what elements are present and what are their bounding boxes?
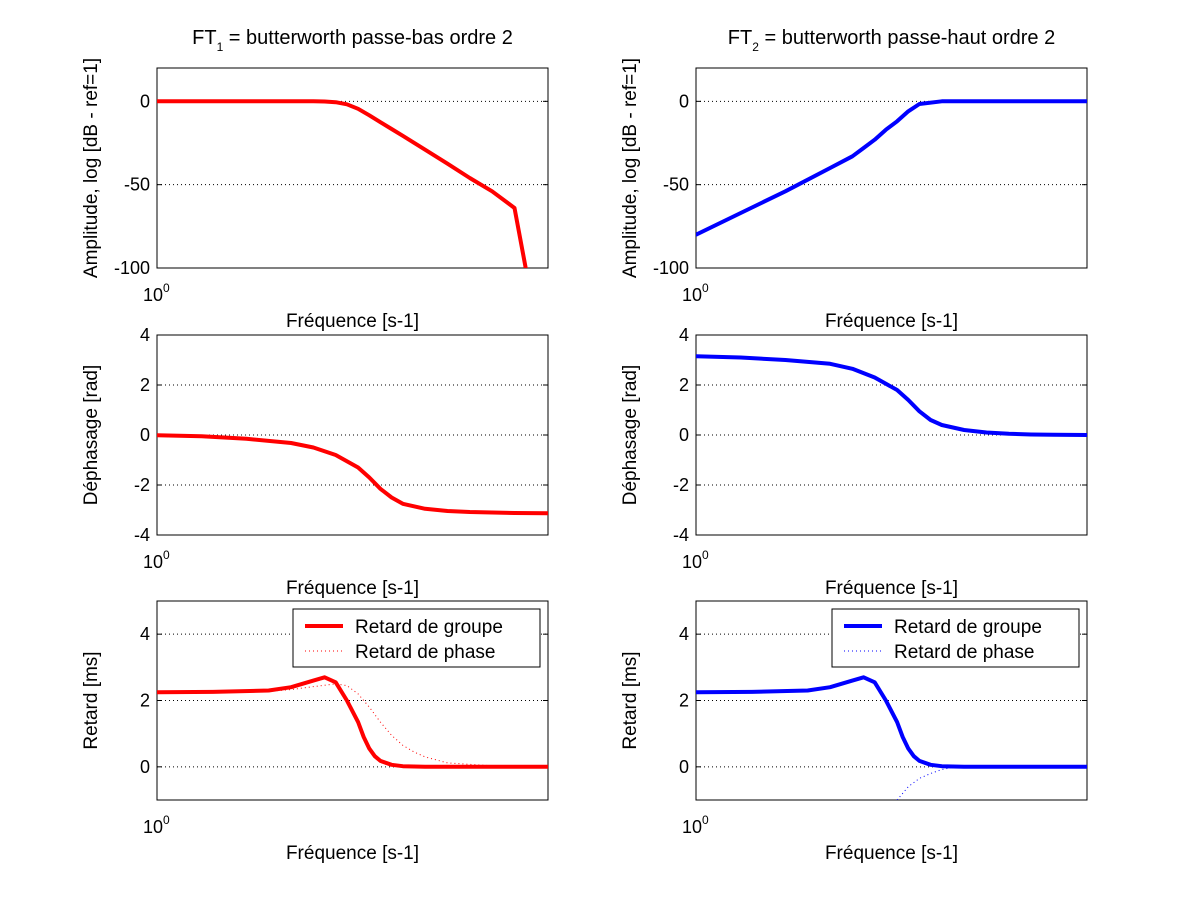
y-tick-label: 4: [140, 624, 150, 644]
title-subscript: 1: [217, 40, 224, 54]
y-tick-label: 0: [679, 91, 689, 111]
series-line-main: [157, 433, 548, 516]
legend-entry-label: Retard de groupe: [355, 617, 503, 638]
y-tick-label: 2: [679, 375, 689, 395]
x-tick-label: 100: [682, 281, 709, 305]
plot-title: FT2 = butterworth passe-haut ordre 2: [728, 27, 1055, 54]
y-axis-label: Déphasage [rad]: [81, 365, 102, 506]
series-line-main: [696, 99, 1087, 237]
y-axis-label: Retard [ms]: [620, 651, 641, 749]
x-tick-exponent: 0: [702, 548, 709, 562]
x-tick-base: 10: [143, 817, 163, 837]
y-tick-label: 4: [679, 325, 689, 345]
series-line-main: [157, 675, 548, 769]
y-axis-label: Amplitude, log [dB - ref=1]: [620, 58, 641, 278]
legend-entry-label: Retard de groupe: [894, 617, 1042, 638]
y-tick-label: 2: [140, 375, 150, 395]
series-line-main: [157, 99, 528, 268]
legend: Retard de groupe Retard de phase: [831, 608, 1080, 668]
x-tick-base: 10: [143, 285, 163, 305]
y-tick-label: 0: [140, 91, 150, 111]
y-axis-label: Déphasage [rad]: [620, 365, 641, 506]
x-tick-label: 100: [143, 281, 170, 305]
y-tick-label: 0: [140, 425, 150, 445]
x-tick-base: 10: [682, 285, 702, 305]
x-tick-label: 100: [143, 813, 170, 837]
y-tick-label: -2: [134, 475, 150, 495]
y-tick-label: 0: [679, 425, 689, 445]
title-prefix: FT: [192, 27, 216, 49]
x-tick-label: 100: [682, 813, 709, 837]
y-axis-label: Retard [ms]: [81, 651, 102, 749]
x-tick-exponent: 0: [163, 813, 170, 827]
axis-frame: [156, 334, 549, 536]
x-axis-label: Fréquence [s-1]: [825, 843, 958, 864]
x-axis-label: Fréquence [s-1]: [825, 578, 958, 599]
y-tick-label: 0: [140, 757, 150, 777]
y-tick-label: 2: [679, 691, 689, 711]
y-tick-label: 4: [679, 624, 689, 644]
x-axis-label: Fréquence [s-1]: [286, 578, 419, 599]
legend-box: [831, 608, 1080, 668]
x-axis-label: Fréquence [s-1]: [825, 311, 958, 332]
x-axis-label: Fréquence [s-1]: [286, 843, 419, 864]
y-tick-label: -50: [663, 175, 689, 195]
y-tick-label: -4: [673, 525, 689, 545]
x-tick-exponent: 0: [702, 281, 709, 295]
y-tick-label: -4: [134, 525, 150, 545]
y-tick-label: 0: [679, 757, 689, 777]
y-tick-label: -100: [114, 258, 150, 278]
title-suffix: = butterworth passe-haut ordre 2: [759, 27, 1055, 49]
y-tick-label: -100: [653, 258, 689, 278]
series-line-secondary: [896, 766, 1032, 800]
x-axis-label: Fréquence [s-1]: [286, 311, 419, 332]
series-line-main: [696, 354, 1087, 437]
x-tick-exponent: 0: [163, 281, 170, 295]
plot-title: FT1 = butterworth passe-bas ordre 2: [192, 27, 513, 54]
x-tick-base: 10: [682, 817, 702, 837]
legend-box: [292, 608, 541, 668]
series-line-main: [696, 675, 1087, 769]
y-tick-label: -2: [673, 475, 689, 495]
x-tick-exponent: 0: [163, 548, 170, 562]
legend-entry-label: Retard de phase: [355, 642, 496, 663]
axis-frame: [695, 67, 1088, 269]
title-prefix: FT: [728, 27, 752, 49]
y-tick-label: 4: [140, 325, 150, 345]
title-suffix: = butterworth passe-bas ordre 2: [223, 27, 513, 49]
legend-entry-label: Retard de phase: [894, 642, 1035, 663]
x-tick-base: 10: [143, 552, 163, 572]
x-tick-label: 100: [682, 548, 709, 572]
x-tick-exponent: 0: [702, 813, 709, 827]
axis-frame: [156, 67, 549, 269]
y-tick-label: 2: [140, 691, 150, 711]
title-subscript: 2: [752, 40, 759, 54]
x-tick-label: 100: [143, 548, 170, 572]
y-tick-label: -50: [124, 175, 150, 195]
legend: Retard de groupe Retard de phase: [292, 608, 541, 668]
x-tick-base: 10: [682, 552, 702, 572]
y-axis-label: Amplitude, log [dB - ref=1]: [81, 58, 102, 278]
